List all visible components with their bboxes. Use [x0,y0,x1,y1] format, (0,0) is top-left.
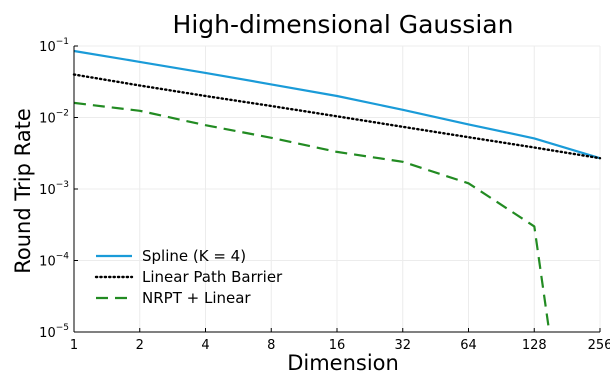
y-tick-exponent: −1 [56,37,69,47]
y-tick-label: 10−3 [39,180,69,198]
y-tick-label: 10−2 [39,109,69,127]
y-tick-base: 10 [39,255,56,270]
x-tick-label: 8 [267,338,275,353]
legend-label-linear-path-barrier: Linear Path Barrier [142,268,283,286]
y-tick-exponent: −5 [56,323,69,333]
legend-label-spline-k-4: Spline (K = 4) [142,247,246,265]
legend-label-nrpt-linear: NRPT + Linear [142,289,251,307]
y-tick-exponent: −2 [56,109,69,119]
series-line-nrpt-linear [73,101,551,333]
y-tick-base: 10 [39,112,56,127]
x-tick-label: 256 [588,338,610,353]
x-tick-label: 32 [394,338,411,353]
x-tick-label: 1 [70,338,78,353]
series-line-linear-path-barrier [72,73,602,160]
series-line-spline-k-4 [73,49,601,160]
legend: Spline (K = 4) Linear Path Barrier NRPT + … [94,247,283,307]
x-tick-label: 4 [201,338,209,353]
y-tick-label: 10−1 [39,37,69,55]
x-tick-label: 16 [329,338,346,353]
axes [73,45,601,333]
y-tick-exponent: −3 [56,180,69,190]
x-axis-label: Dimension [287,351,399,374]
y-tick-base: 10 [39,183,56,198]
x-tick-label: 2 [136,338,144,353]
series-lines [72,49,602,333]
chart-title: High-dimensional Gaussian [173,10,514,39]
y-tick-exponent: −4 [56,252,70,262]
y-tick-base: 10 [39,40,56,55]
y-tick-base: 10 [39,326,56,341]
y-axis-label: Round Trip Rate [11,108,35,274]
x-tick-label: 64 [460,338,477,353]
x-tick-label: 128 [522,338,547,353]
y-tick-label: 10−4 [39,252,69,270]
y-tick-label: 10−5 [39,323,69,341]
